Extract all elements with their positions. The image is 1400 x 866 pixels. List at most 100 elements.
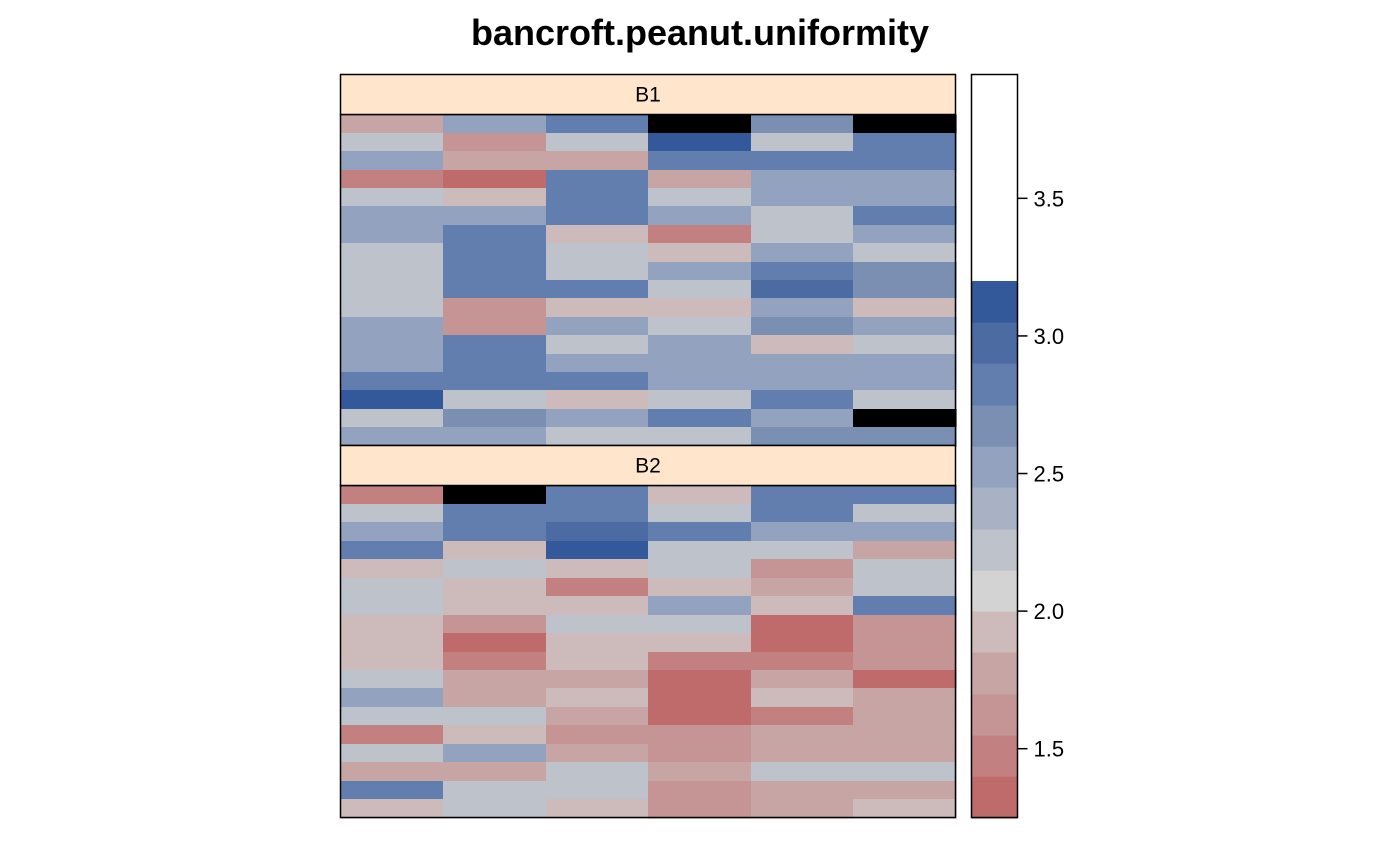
colorkey-swatch [971,363,1018,406]
heatmap-cell [853,133,957,152]
heatmap-cell [648,522,752,542]
heatmap-cell [751,133,854,152]
heatmap-cell [443,633,547,653]
heatmap-cell [648,504,752,523]
heatmap-cell [341,317,444,336]
heatmap-cell [546,781,649,800]
heatmap-cell [341,707,444,726]
heatmap-cell [853,559,957,579]
colorkey-swatch [971,529,1018,571]
heatmap-cell [443,188,547,207]
heatmap-cell [341,725,444,745]
heatmap-cell [648,707,752,726]
heatmap-cell [853,317,957,336]
heatmap-cell [546,652,649,671]
heatmap-cell [341,280,444,299]
heatmap-cell [546,596,649,616]
heatmap-cell [443,486,547,505]
heatmap-cell [443,522,547,542]
heatmap-cell [751,427,854,447]
heatmap-cell [648,486,752,505]
heatmap-cell [546,409,649,428]
heatmap-cell [751,151,854,171]
strip-label: B1 [635,84,661,107]
colorkey-border [970,73,1019,819]
heatmap-cell [443,688,547,708]
heatmap-cell [546,615,649,634]
heatmap-cell [546,633,649,653]
heatmap-cell [751,670,854,689]
heatmap-cell [443,596,547,616]
heatmap-cell [443,335,547,355]
heatmap-cell [648,541,752,560]
heatmap-cell [751,486,854,505]
heatmap-cell [853,799,957,819]
heatmap-cell [443,652,547,671]
heatmap-cell [546,243,649,263]
heatmap-cell [648,744,752,763]
heatmap-cell [546,744,649,763]
heatmap-cell [751,596,854,616]
heatmap-cell [648,652,752,671]
heatmap-cell [341,354,444,373]
heatmap-cell [853,354,957,373]
heatmap-cell [443,799,547,819]
heatmap-cell [751,633,854,653]
heatmap-cell [341,688,444,708]
heatmap-cell [751,781,854,800]
heatmap-cell [546,354,649,373]
heatmap-cell [648,670,752,689]
heatmap-cell [443,317,547,336]
heatmap-cell [648,170,752,189]
heatmap-cell [341,615,444,634]
heatmap-cell [648,725,752,745]
heatmap-cell [443,427,547,447]
heatmap-cell [341,633,444,653]
heatmap-cell [443,280,547,299]
colorkey-tick-label: 2.5 [1034,462,1065,487]
heatmap-cell [341,427,444,447]
strip-B1 [339,73,957,116]
heatmap-cell [648,206,752,226]
heatmap-cell [751,298,854,318]
panel-B2: B2 [339,444,957,819]
heatmap-cell [443,206,547,226]
heatmap-cell [648,225,752,244]
heatmap-cell [443,372,547,391]
heatmap-cell [648,151,752,171]
heatmap-cell [443,262,547,281]
heatmap-cell [853,762,957,782]
heatmap-cell [546,799,649,819]
heatmap-cell [648,262,752,281]
heatmap-cell [341,335,444,355]
heatmap-cell [443,670,547,689]
heatmap-cell [341,744,444,763]
heatmap-cell [853,504,957,523]
heatmap-cell [546,133,649,152]
heatmap-cell [443,409,547,428]
heatmap-cell [341,409,444,428]
colorkey-swatch [971,652,1018,695]
heatmap-cell [853,170,957,189]
heatmap-cell [751,615,854,634]
colorkey-swatch [971,487,1018,530]
heatmap-cell [341,522,444,542]
heatmap-cell [341,486,444,505]
heatmap-cell [853,744,957,763]
heatmap-cell [546,262,649,281]
heatmap-cell [648,799,752,819]
heatmap-cell [341,670,444,689]
heatmap-cell [751,652,854,671]
heatmap-cell [546,762,649,782]
heatmap-cell [341,652,444,671]
heatmap-cell [341,243,444,263]
heatmap-cell [648,298,752,318]
heatmap-cell [443,115,547,134]
colorkey-tick-label: 3.5 [1034,186,1065,211]
heatmap-cell [751,559,854,579]
heatmap-cell [648,688,752,708]
heatmap-cell [751,522,854,542]
heatmap-cell [341,762,444,782]
heatmap-cell [648,354,752,373]
